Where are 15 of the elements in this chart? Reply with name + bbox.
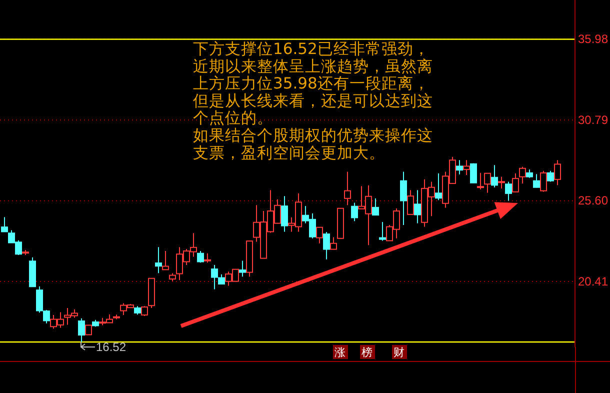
annotation: 涨 (334, 346, 346, 359)
annotation: 财 (394, 346, 404, 359)
y-tick-label: 35.98 (578, 32, 608, 46)
y-tick-label: 20.41 (578, 274, 608, 288)
annotation: 个点位的。 (193, 109, 273, 128)
annotation: 榜 (362, 346, 372, 359)
annotation: 16.52 (96, 340, 126, 354)
annotation: 但是从长线来看，还是可以达到这 (193, 92, 433, 110)
annotation: 下方支撑位16.52已经非常强劲， (193, 40, 430, 58)
annotation: 上方压力位35.98还有一段距离， (193, 74, 430, 93)
annotation: 支票，盈利空间会更加大。 (193, 144, 385, 162)
annotation: 如果结合个股期权的优势来操作这 (193, 126, 433, 144)
y-tick-label: 25.60 (578, 194, 608, 208)
y-tick-label: 30.79 (578, 112, 608, 127)
annotation: 近期以来整体呈上涨趋势，虽然离 (193, 57, 433, 76)
